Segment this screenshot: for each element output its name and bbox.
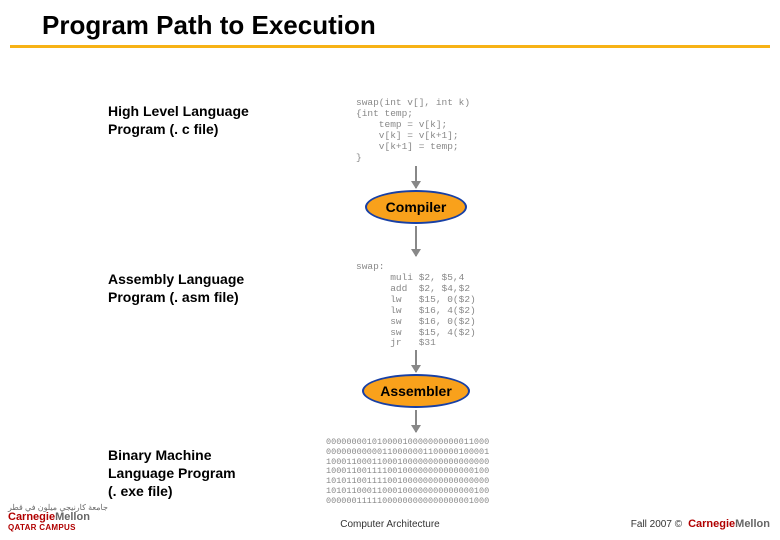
compiler-label: Compiler <box>386 199 447 215</box>
stage-label-asm-line1: Assembly Language <box>108 271 244 287</box>
footer-copyright: Fall 2007 © <box>631 519 682 530</box>
stage-label-asm-line2: Program (. asm file) <box>108 289 239 305</box>
stage-label-bin-line1: Binary Machine <box>108 447 211 463</box>
arrow-asm-to-assembler <box>415 350 417 372</box>
stage-label-c-line2: Program (. c file) <box>108 121 218 137</box>
stage-label-bin-line2: Language Program <box>108 465 236 481</box>
page-title: Program Path to Execution <box>0 0 780 45</box>
stage-label-bin: Binary Machine Language Program (. exe f… <box>108 446 236 501</box>
footer-cm-logo-right: CarnegieMellon <box>688 518 770 530</box>
code-asm: swap: muli $2, $5,4 add $2, $4,$2 lw $15… <box>356 262 476 349</box>
footer-campus: QATAR CAMPUS <box>8 524 108 532</box>
footer-right: Fall 2007 © CarnegieMellon <box>631 518 770 530</box>
arrow-c-to-compiler <box>415 166 417 188</box>
footer-right-carnegie: Carnegie <box>688 518 735 530</box>
footer-logo-carnegie: Carnegie <box>8 511 55 523</box>
code-bin: 00000000101000010000000000011000 0000000… <box>326 438 489 506</box>
compiler-node: Compiler <box>365 190 467 224</box>
stage-label-c: High Level Language Program (. c file) <box>108 102 249 138</box>
footer-logo-left: جامعة كارنيجي ميلون في قطر CarnegieMello… <box>8 504 108 532</box>
stage-label-bin-line3: (. exe file) <box>108 483 173 499</box>
code-c: swap(int v[], int k) {int temp; temp = v… <box>356 98 470 164</box>
assembler-node: Assembler <box>362 374 470 408</box>
footer-center-text: Computer Architecture <box>340 519 440 530</box>
stage-label-c-line1: High Level Language <box>108 103 249 119</box>
arrow-assembler-to-bin <box>415 410 417 432</box>
footer: جامعة كارنيجي ميلون في قطر CarnegieMello… <box>0 506 780 534</box>
footer-right-mellon: Mellon <box>735 518 770 530</box>
assembler-label: Assembler <box>380 383 452 399</box>
footer-logo-mellon: Mellon <box>55 511 90 523</box>
arrow-compiler-to-asm <box>415 226 417 256</box>
footer-cm-logo: CarnegieMellon <box>8 512 108 524</box>
stage-label-asm: Assembly Language Program (. asm file) <box>108 270 244 306</box>
diagram-canvas: High Level Language Program (. c file) s… <box>0 48 780 488</box>
